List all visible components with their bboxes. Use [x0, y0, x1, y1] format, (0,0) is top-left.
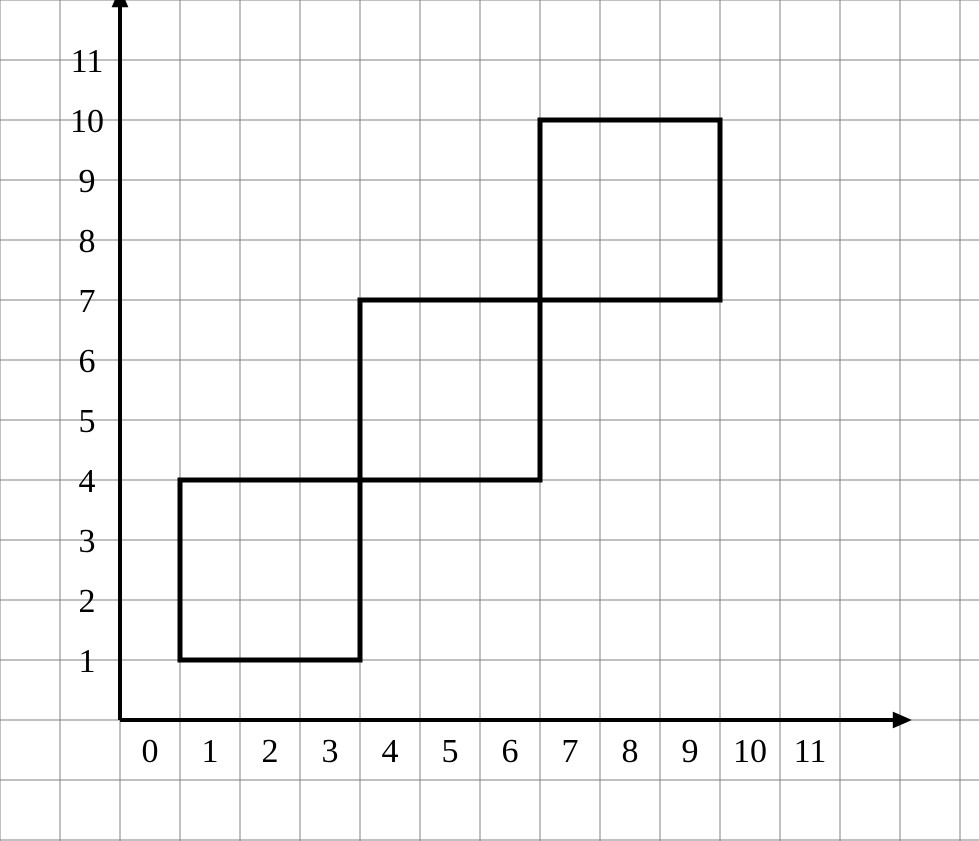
x-tick-label: 11	[794, 733, 827, 770]
x-tick-label: 4	[382, 733, 399, 770]
plotted-square	[180, 480, 360, 660]
y-tick-label: 7	[79, 283, 96, 320]
x-tick-label: 8	[622, 733, 639, 770]
y-tick-label: 1	[79, 643, 96, 680]
y-tick-label: 10	[70, 103, 104, 140]
plotted-square	[540, 120, 720, 300]
y-tick-label: 6	[79, 343, 96, 380]
x-tick-label: 2	[262, 733, 279, 770]
y-tick-label: 2	[79, 583, 96, 620]
x-tick-label: 3	[322, 733, 339, 770]
plotted-square	[360, 300, 540, 480]
x-tick-label: 9	[682, 733, 699, 770]
y-tick-label: 4	[79, 463, 96, 500]
y-tick-label: 8	[79, 223, 96, 260]
axes	[112, 0, 912, 728]
plotted-shapes	[180, 120, 720, 660]
x-tick-label: 1	[202, 733, 219, 770]
x-axis-arrow-icon	[893, 712, 912, 729]
x-tick-label: 0	[142, 733, 159, 770]
grid	[0, 0, 979, 841]
x-tick-label: 7	[562, 733, 579, 770]
x-tick-label: 5	[442, 733, 459, 770]
y-tick-label: 3	[79, 523, 96, 560]
x-tick-label: 6	[502, 733, 519, 770]
coordinate-grid-chart: 012345678910111234567891011	[0, 0, 979, 841]
x-tick-label: 10	[733, 733, 767, 770]
y-tick-label: 5	[79, 403, 96, 440]
chart-svg: 012345678910111234567891011	[0, 0, 979, 841]
y-tick-label: 11	[71, 43, 104, 80]
y-tick-label: 9	[79, 163, 96, 200]
y-axis-arrow-icon	[112, 0, 129, 7]
